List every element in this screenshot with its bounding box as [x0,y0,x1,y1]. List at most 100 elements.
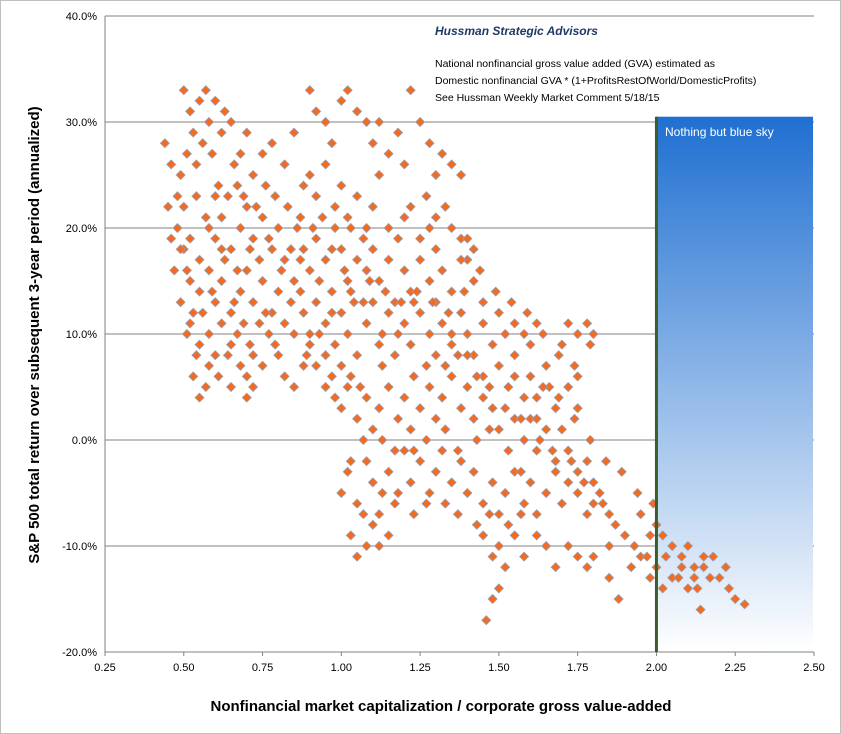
data-point [238,318,249,329]
data-point [225,307,237,318]
data-point [405,339,416,350]
data-point [462,233,473,244]
data-point [361,456,372,467]
data-point [311,233,322,244]
data-point [194,254,205,265]
data-point [493,424,504,435]
data-point [553,392,564,403]
x-tick-label: 2.00 [646,662,667,674]
data-point [399,212,410,223]
data-point [405,85,416,96]
data-point [471,434,482,446]
data-point [298,244,309,255]
data-point [635,509,646,520]
data-point [352,498,363,509]
data-point [629,540,640,552]
data-point [566,456,577,467]
data-point [361,265,372,276]
data-point [509,371,520,382]
data-point [585,434,596,446]
data-point [326,307,337,318]
data-point [673,572,684,583]
data-point [456,169,467,181]
data-point [345,456,356,467]
data-point [478,318,489,329]
data-point [563,540,574,552]
data-point [203,222,215,234]
data-point [188,127,199,138]
data-point [169,265,180,276]
data-point [380,286,391,297]
data-point [704,572,716,583]
blue-sky-label: Nothing but blue sky [665,125,774,139]
data-point [408,371,419,382]
data-point [210,191,221,202]
data-point [263,328,274,340]
data-point [326,286,337,297]
note-line-1: National nonfinancial gross value added … [435,58,715,70]
data-point [248,350,259,361]
data-point [367,297,378,308]
data-point [408,445,419,456]
blue-sky-shaded-region [656,116,813,652]
y-tick-label: 0.0% [72,435,97,447]
data-point [405,424,416,435]
data-point [427,297,438,308]
data-point [383,307,394,318]
data-point [374,339,385,350]
data-point [572,487,583,499]
data-point [531,445,542,456]
data-point [446,286,457,297]
data-point [405,477,416,488]
data-point [181,328,192,340]
data-point [582,318,593,329]
data-point [556,424,567,435]
data-point [210,95,221,106]
data-point [336,307,347,318]
data-point [392,233,404,244]
data-point [563,318,574,329]
data-point [251,201,262,212]
data-point [421,360,432,371]
data-point [610,519,621,530]
data-point [352,106,363,117]
data-point [456,403,467,414]
data-point [389,498,400,509]
data-point [229,297,240,308]
data-point [219,254,230,265]
data-point [739,599,750,610]
data-point [326,138,337,149]
data-point [462,487,473,499]
data-point [339,265,350,276]
data-point [421,498,432,509]
data-point [175,297,186,308]
data-point [478,498,489,509]
data-point [452,350,463,361]
data-point [563,381,574,393]
data-point [519,498,530,509]
data-point [352,413,363,424]
data-point [641,551,653,562]
data-point [311,297,322,308]
x-tick-label: 2.25 [725,662,746,674]
data-point [446,328,457,340]
data-point [235,360,246,371]
data-point [459,286,470,297]
data-point [462,350,473,361]
data-point [446,339,457,350]
data-point [550,403,561,414]
data-point [519,551,530,562]
data-point [525,477,536,488]
data-point [500,328,511,340]
data-point [222,350,233,361]
data-point [487,593,498,605]
data-point [314,328,325,340]
data-point [374,509,385,520]
data-point [352,191,363,202]
data-point [437,318,448,329]
data-point [613,593,624,605]
data-point [500,562,511,573]
data-point [232,328,243,340]
data-point [440,424,451,435]
data-point [329,392,341,403]
